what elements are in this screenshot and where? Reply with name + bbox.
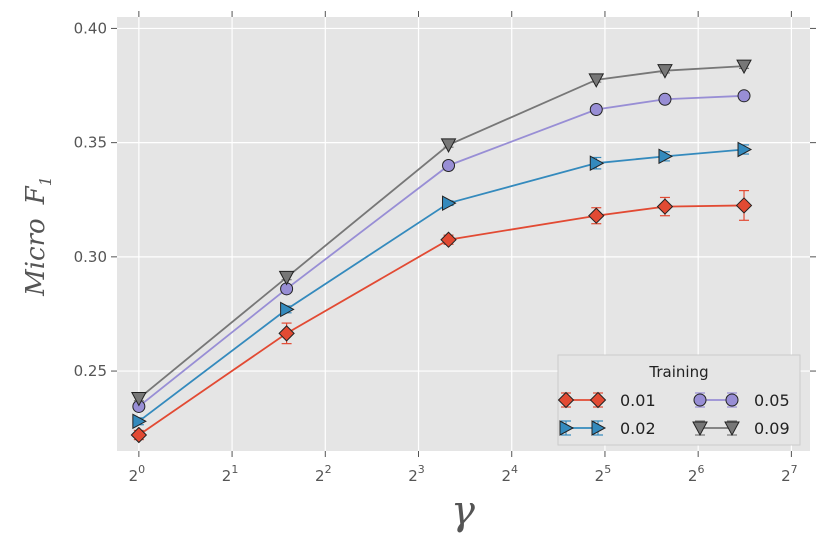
x-tick-label: 22 xyxy=(315,463,332,485)
series-line xyxy=(138,65,745,400)
legend-marker xyxy=(591,420,607,436)
data-point xyxy=(440,231,457,248)
data-point xyxy=(589,103,603,117)
data-point xyxy=(442,195,457,212)
y-tick-label: 0.40 xyxy=(74,19,107,37)
legend: Training 0.01 0.02 0.05 0.09 xyxy=(557,354,801,446)
x-tick-base: 2 xyxy=(222,467,232,485)
legend-marker xyxy=(559,420,575,436)
legend-marker xyxy=(693,393,707,407)
data-point xyxy=(278,325,295,342)
data-point xyxy=(442,158,456,172)
data-point xyxy=(658,148,674,165)
data-point xyxy=(735,197,753,214)
x-tick-exponent: 6 xyxy=(697,463,704,476)
legend-marker xyxy=(724,421,740,437)
series-0.02 xyxy=(132,141,753,430)
x-tick-exponent: 4 xyxy=(511,463,518,476)
series-layer xyxy=(130,59,753,444)
legend-entry-0.01: 0.01 xyxy=(557,391,656,410)
data-point xyxy=(588,73,605,88)
series-line xyxy=(138,204,745,436)
legend-label: 0.05 xyxy=(754,391,790,410)
series-line xyxy=(138,94,745,408)
x-tick-label: 25 xyxy=(595,463,612,485)
data-point xyxy=(132,413,147,430)
data-point xyxy=(280,301,295,318)
series-0.09 xyxy=(131,59,752,407)
x-tick-exponent: 0 xyxy=(138,463,145,476)
y-axis-title: Micro F1 xyxy=(21,176,55,297)
x-tick-label: 24 xyxy=(501,463,518,485)
legend-entries: 0.01 0.02 0.05 0.09 xyxy=(557,391,790,438)
data-point xyxy=(278,270,295,286)
x-tick-base: 2 xyxy=(408,467,418,485)
data-point xyxy=(658,92,672,106)
legend-label: 0.09 xyxy=(754,419,790,438)
x-tick-base: 2 xyxy=(595,467,605,485)
x-tick-label: 21 xyxy=(222,463,239,485)
x-tick-base: 2 xyxy=(688,467,698,485)
svg-text:MicroF1: Micro F1 xyxy=(21,176,55,297)
data-point xyxy=(131,391,147,407)
x-tick-exponent: 1 xyxy=(231,463,238,476)
y-axis-title-sub: 1 xyxy=(36,176,55,186)
data-point xyxy=(657,64,673,79)
data-point xyxy=(588,207,605,224)
y-tick-label: 0.35 xyxy=(74,134,107,152)
legend-marker xyxy=(557,391,575,409)
legend-entry-0.05: 0.05 xyxy=(693,391,790,410)
legend-marker xyxy=(692,421,708,437)
legend-marker xyxy=(725,393,739,407)
y-tick-label: 0.25 xyxy=(74,362,107,380)
x-tick-label: 26 xyxy=(688,463,705,485)
data-point xyxy=(440,138,457,153)
data-point xyxy=(737,89,751,103)
x-tick-base: 2 xyxy=(501,467,511,485)
x-tick-label: 27 xyxy=(781,463,798,485)
data-point xyxy=(656,198,674,215)
x-tick-exponent: 3 xyxy=(418,463,425,476)
x-tick-base: 2 xyxy=(781,467,791,485)
x-tick-label: 20 xyxy=(129,463,146,485)
legend-marker xyxy=(589,391,607,409)
legend-label: 0.01 xyxy=(620,391,656,410)
x-axis-title: γ xyxy=(451,488,475,534)
x-tick-exponent: 7 xyxy=(791,463,798,476)
data-point xyxy=(736,59,752,75)
legend-title: Training xyxy=(648,363,708,381)
x-tick-exponent: 5 xyxy=(604,463,611,476)
x-tick-base: 2 xyxy=(129,467,139,485)
legend-label: 0.02 xyxy=(620,419,656,438)
y-tick-label: 0.30 xyxy=(74,248,107,266)
data-point xyxy=(130,426,148,444)
data-point xyxy=(737,141,753,158)
y-axis-title-var: F xyxy=(21,185,51,205)
x-tick-exponent: 2 xyxy=(325,463,332,476)
series-line xyxy=(138,148,745,423)
axis-ticks: 20 21 22 23 24 25 26 270.250.300.350.40 xyxy=(74,11,816,485)
x-tick-base: 2 xyxy=(315,467,325,485)
y-axis-title-main: Micro xyxy=(21,218,51,297)
x-tick-label: 23 xyxy=(408,463,425,485)
legend-entry-0.09: 0.09 xyxy=(692,419,790,438)
series-0.01 xyxy=(130,190,753,444)
legend-entry-0.02: 0.02 xyxy=(559,419,656,438)
data-point xyxy=(589,155,605,172)
